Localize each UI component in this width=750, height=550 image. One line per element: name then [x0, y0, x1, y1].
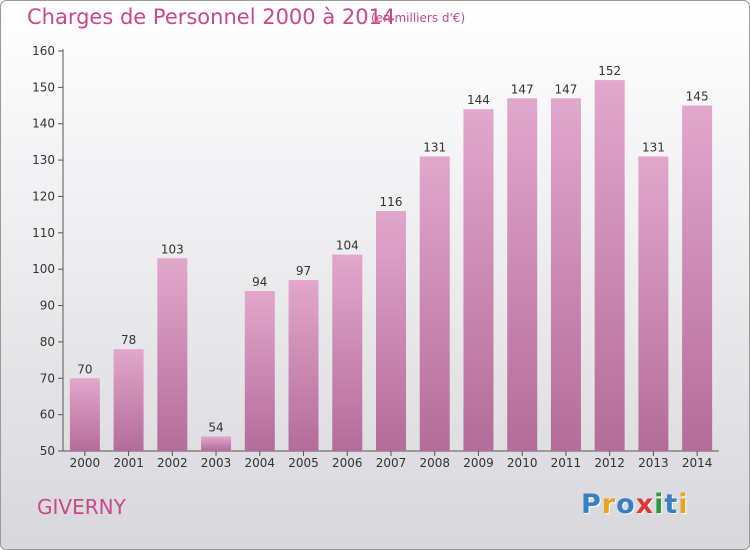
bar [201, 436, 232, 451]
bar-value-label: 104 [336, 239, 359, 253]
x-tick-label: 2003 [201, 456, 232, 470]
x-tick-label: 2005 [288, 456, 319, 470]
bar [682, 105, 713, 451]
bar [507, 98, 538, 451]
chart-title: Charges de Personnel 2000 à 2014 [27, 5, 396, 29]
bar-value-label: 131 [642, 140, 665, 154]
bar-value-label: 94 [252, 275, 267, 289]
bar [419, 156, 450, 452]
x-tick-label: 2006 [332, 456, 363, 470]
logo-letter: r [601, 489, 617, 520]
bar-value-label: 131 [423, 140, 446, 154]
y-tick-label: 80 [40, 335, 55, 349]
bar [157, 258, 188, 451]
x-tick-label: 2008 [419, 456, 450, 470]
bar-value-label: 144 [467, 93, 490, 107]
bar [69, 378, 100, 451]
bar [463, 109, 494, 451]
bars [69, 80, 713, 452]
bar-value-label: 97 [296, 264, 311, 278]
y-tick-label: 100 [32, 262, 55, 276]
bar [288, 280, 319, 451]
y-tick-label: 110 [32, 226, 55, 240]
bar [332, 254, 363, 451]
bar-value-label: 103 [161, 242, 184, 256]
x-tick-label: 2009 [463, 456, 494, 470]
y-tick-label: 60 [40, 408, 55, 422]
axes: 50 60 70 80 90 100 110 120 130 140 150 160 2000 2001 2… [32, 44, 719, 470]
x-tick-label: 2012 [594, 456, 625, 470]
x-tick-label: 2007 [376, 456, 407, 470]
bar [244, 291, 275, 451]
bar-value-label: 152 [598, 64, 621, 78]
x-tick-label: 2010 [507, 456, 538, 470]
bar [638, 156, 669, 452]
x-tick-label: 2011 [551, 456, 582, 470]
bar [550, 98, 581, 451]
x-tick-label: 2014 [682, 456, 713, 470]
y-tick-label: 70 [40, 371, 55, 385]
bar-value-label: 116 [380, 195, 403, 209]
proxiti-logo: Proxiti [581, 489, 689, 520]
logo-letter: P [581, 489, 602, 520]
y-tick-label: 160 [32, 44, 55, 58]
logo-letter: o [616, 489, 636, 520]
bar [594, 80, 625, 451]
bar-value-label: 78 [121, 333, 136, 347]
bar-value-label: 147 [554, 82, 577, 96]
y-tick-label: 130 [32, 153, 55, 167]
x-tick-label: 2002 [157, 456, 188, 470]
y-tick-label: 140 [32, 117, 55, 131]
y-tick-label: 50 [40, 444, 55, 458]
unit-note: (en milliers d'€) [371, 11, 466, 25]
x-tick-label: 2000 [70, 456, 101, 470]
town-name: GIVERNY [37, 495, 126, 519]
y-tick-label: 90 [40, 299, 55, 313]
value-labels: 70 78 103 54 94 97 104 116 131 144 147 147 152 131 145 [77, 64, 708, 434]
y-tick-label: 120 [32, 189, 55, 203]
bar-value-label: 145 [686, 90, 709, 104]
logo-letter: i [654, 489, 665, 520]
x-tick-label: 2004 [245, 456, 276, 470]
logo-letter: x [635, 489, 655, 520]
y-tick-label: 150 [32, 80, 55, 94]
bar-value-label: 54 [208, 420, 223, 434]
bar-value-label: 147 [511, 82, 534, 96]
x-tick-label: 2001 [113, 456, 144, 470]
x-tick-label: 2013 [638, 456, 669, 470]
bar [113, 349, 144, 451]
logo-letter: t [664, 489, 679, 520]
bar [376, 211, 406, 451]
bar-value-label: 70 [77, 362, 92, 376]
logo-letter: i [678, 489, 689, 520]
